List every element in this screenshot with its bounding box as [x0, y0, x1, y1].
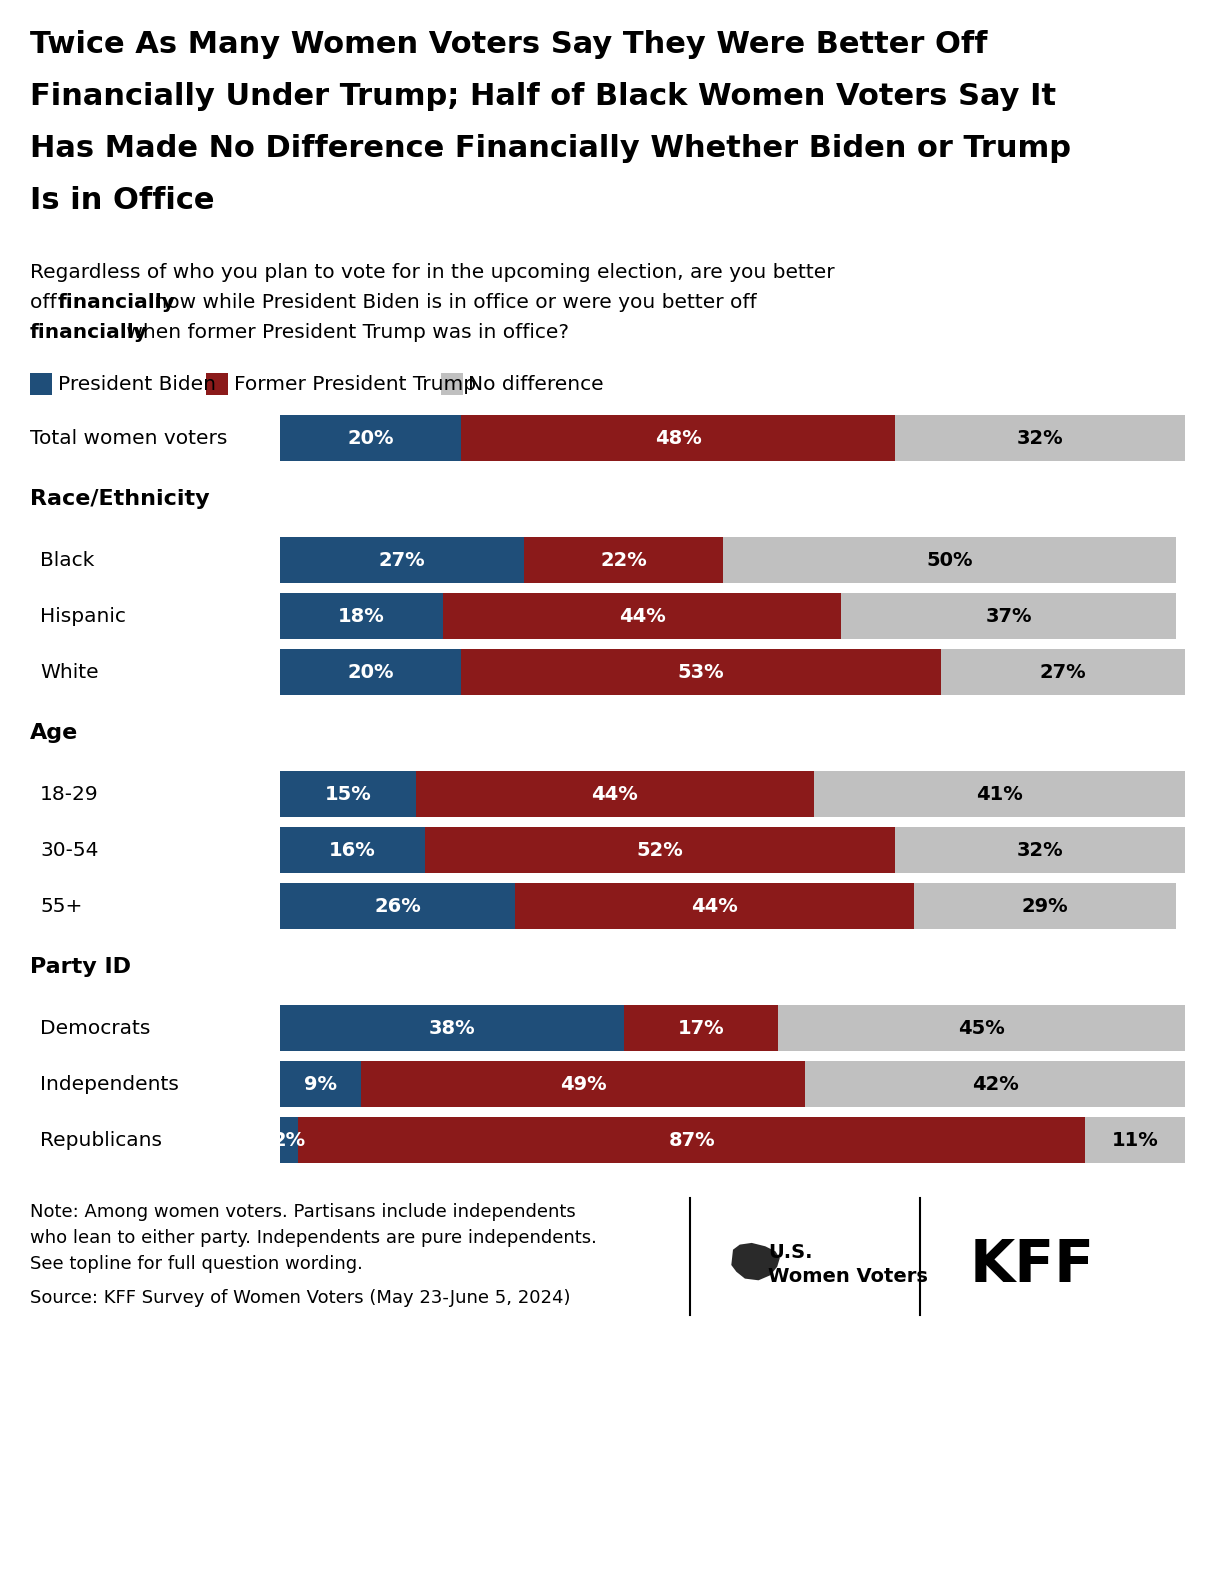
Bar [281, 827, 425, 874]
Text: 44%: 44% [619, 606, 665, 625]
Bar [281, 1117, 298, 1164]
Bar [805, 1062, 1185, 1106]
Text: now while President Biden is in office or were you better off: now while President Biden is in office o… [148, 293, 756, 312]
Text: President Biden: President Biden [59, 375, 216, 394]
Bar [281, 649, 461, 695]
Bar [281, 1004, 623, 1050]
Text: Party ID: Party ID [30, 956, 131, 977]
Text: financially: financially [30, 324, 148, 343]
Bar [281, 414, 461, 461]
Bar [205, 373, 227, 395]
Text: Twice As Many Women Voters Say They Were Better Off: Twice As Many Women Voters Say They Were… [30, 30, 987, 59]
Text: 49%: 49% [560, 1074, 606, 1093]
Bar [914, 883, 1176, 929]
Bar [841, 593, 1176, 639]
Bar [941, 649, 1185, 695]
Bar [461, 414, 895, 461]
Text: when former President Trump was in office?: when former President Trump was in offic… [120, 324, 569, 343]
Bar [361, 1062, 805, 1106]
Bar [814, 771, 1185, 818]
Text: 48%: 48% [655, 429, 701, 448]
Text: 18-29: 18-29 [40, 784, 99, 803]
Text: who lean to either party. Independents are pure independents.: who lean to either party. Independents a… [30, 1229, 597, 1247]
Text: Women Voters: Women Voters [769, 1267, 928, 1286]
Text: Is in Office: Is in Office [30, 186, 215, 215]
Text: Democrats: Democrats [40, 1019, 150, 1038]
Bar [425, 827, 895, 874]
Bar [440, 373, 462, 395]
Bar [895, 827, 1185, 874]
Bar [443, 593, 841, 639]
Text: 20%: 20% [348, 663, 394, 682]
Text: 41%: 41% [976, 784, 1022, 803]
Text: Source: KFF Survey of Women Voters (May 23-June 5, 2024): Source: KFF Survey of Women Voters (May … [30, 1290, 571, 1307]
Text: Republicans: Republicans [40, 1130, 162, 1149]
Text: 87%: 87% [669, 1130, 715, 1149]
Text: 20%: 20% [348, 429, 394, 448]
Text: Age: Age [30, 724, 78, 743]
Text: 44%: 44% [691, 896, 738, 915]
Text: 26%: 26% [375, 896, 421, 915]
Text: Hispanic: Hispanic [40, 606, 126, 625]
Bar [416, 771, 814, 818]
Text: 22%: 22% [600, 550, 648, 569]
Text: 32%: 32% [1017, 429, 1064, 448]
Text: 18%: 18% [338, 606, 384, 625]
Text: No difference: No difference [468, 375, 604, 394]
Text: Black: Black [40, 550, 94, 569]
Bar [281, 537, 525, 583]
Text: 11%: 11% [1111, 1130, 1159, 1149]
Text: U.S.: U.S. [769, 1243, 813, 1262]
Text: Note: Among women voters. Partisans include independents: Note: Among women voters. Partisans incl… [30, 1203, 576, 1221]
Polygon shape [731, 1243, 780, 1280]
Text: 9%: 9% [304, 1074, 337, 1093]
Text: 32%: 32% [1017, 840, 1064, 859]
Bar [461, 649, 941, 695]
Bar [281, 593, 443, 639]
Text: 29%: 29% [1021, 896, 1068, 915]
Text: White: White [40, 663, 99, 682]
Bar [723, 537, 1176, 583]
Text: 38%: 38% [428, 1019, 476, 1038]
Text: 42%: 42% [971, 1074, 1019, 1093]
Text: 44%: 44% [592, 784, 638, 803]
Text: 27%: 27% [1039, 663, 1086, 682]
Text: 53%: 53% [677, 663, 725, 682]
Text: off: off [30, 293, 63, 312]
Text: Independents: Independents [40, 1074, 179, 1093]
Text: 30-54: 30-54 [40, 840, 99, 859]
Bar [30, 373, 52, 395]
Bar [281, 1062, 361, 1106]
Text: Total women voters: Total women voters [30, 429, 227, 448]
Text: 16%: 16% [329, 840, 376, 859]
Text: Has Made No Difference Financially Whether Biden or Trump: Has Made No Difference Financially Wheth… [30, 134, 1071, 163]
Text: Race/Ethnicity: Race/Ethnicity [30, 489, 210, 508]
Bar [281, 883, 515, 929]
Bar [895, 414, 1185, 461]
Text: 15%: 15% [325, 784, 371, 803]
Bar [281, 771, 416, 818]
Text: financially: financially [59, 293, 176, 312]
Text: 55+: 55+ [40, 896, 83, 915]
Text: Financially Under Trump; Half of Black Women Voters Say It: Financially Under Trump; Half of Black W… [30, 81, 1057, 112]
Bar [515, 883, 914, 929]
Text: 27%: 27% [379, 550, 426, 569]
Text: 45%: 45% [958, 1019, 1005, 1038]
Text: Regardless of who you plan to vote for in the upcoming election, are you better: Regardless of who you plan to vote for i… [30, 263, 834, 282]
Bar [778, 1004, 1185, 1050]
Text: 2%: 2% [272, 1130, 306, 1149]
Text: Former President Trump: Former President Trump [233, 375, 476, 394]
Text: 50%: 50% [926, 550, 974, 569]
Text: KFF: KFF [970, 1237, 1096, 1293]
Text: 37%: 37% [986, 606, 1032, 625]
Text: 52%: 52% [637, 840, 683, 859]
Bar [623, 1004, 778, 1050]
Bar [298, 1117, 1086, 1164]
Text: See topline for full question wording.: See topline for full question wording. [30, 1254, 362, 1274]
Text: 17%: 17% [677, 1019, 725, 1038]
Bar [1086, 1117, 1185, 1164]
Bar [525, 537, 723, 583]
